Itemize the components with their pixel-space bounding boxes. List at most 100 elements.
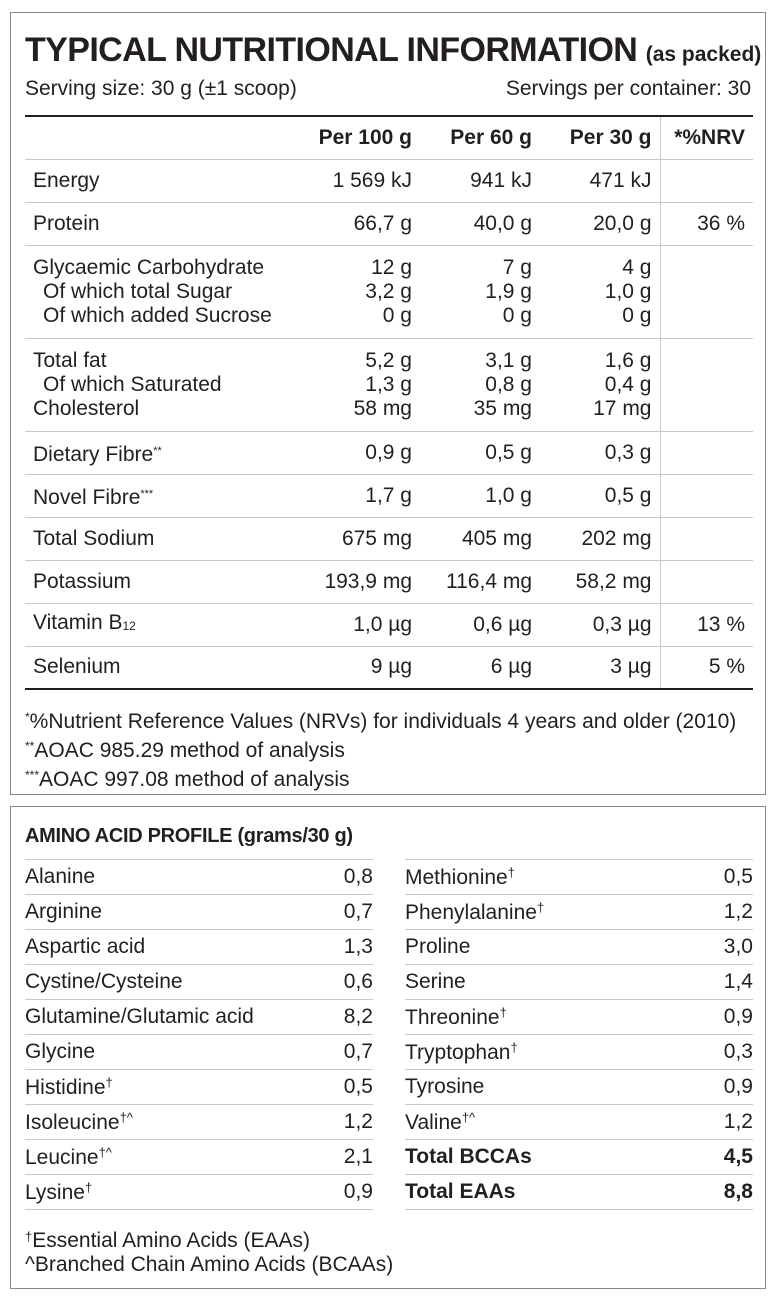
amino-acid-row: Phenylalanine† 1,2 [405, 894, 753, 929]
row-novel-fibre: Novel Fibre*** 1,7 g 1,0 g 0,5 g [25, 474, 753, 517]
value-nrv [660, 159, 753, 202]
amino-acid-value: 4,5 [723, 1145, 753, 1168]
value: 1,0 g [604, 279, 652, 303]
amino-acid-value: 0,8 [343, 865, 373, 888]
row-selenium: Selenium 9 µg 6 µg 3 µg 5 % [25, 646, 753, 689]
header-per-100g: Per 100 g [295, 115, 420, 160]
value-per-30g: 4 g 1,0 g 0 g [540, 245, 661, 338]
amino-acid-name: Arginine [25, 900, 103, 923]
amino-acid-row: Isoleucine†^ 1,2 [25, 1104, 373, 1139]
amino-acid-row: Glycine 0,7 [25, 1034, 373, 1069]
nutrient-sublabel: Of which Saturated [43, 372, 222, 396]
row-sodium: Total Sodium 675 mg 405 mg 202 mg [25, 517, 753, 560]
value-per-60g: 3,1 g 0,8 g 35 mg [420, 338, 540, 431]
amino-acid-value: 1,2 [723, 900, 753, 923]
servings-per-container: Servings per container: 30 [505, 77, 751, 100]
amino-acid-name-cell: Tryptophan† [405, 1040, 518, 1065]
row-vitamin-b12: Vitamin B12 1,0 µg 0,6 µg 0,3 µg 13 % [25, 603, 753, 646]
value: 58 mg [353, 396, 412, 420]
amino-acid-panel: AMINO ACID PROFILE (grams/30 g) Alanine 0… [10, 806, 766, 1289]
nutrient-sublabel: Of which total Sugar [43, 279, 233, 303]
value: 3,1 g [485, 348, 532, 372]
value-per-30g: 0,3 g [540, 431, 661, 474]
amino-acid-value: 0,9 [723, 1075, 753, 1098]
amino-acid-row: Tyrosine 0,9 [405, 1069, 753, 1104]
footnote-marker: ** [153, 444, 162, 457]
amino-acid-name-cell: Valine†^ [405, 1110, 475, 1135]
value-per-100g: 12 g 3,2 g 0 g [295, 245, 420, 338]
header-nutrient [25, 115, 295, 160]
amino-acid-row: Serine 1,4 [405, 964, 753, 999]
amino-acid-name-cell: Proline [405, 935, 470, 959]
amino-acid-name-cell: Glutamine/Glutamic acid [25, 1005, 254, 1029]
value: 0,4 g [604, 372, 652, 396]
value-per-100g: 675 mg [341, 526, 412, 550]
note-text: ^Branched Chain Amino Acids (BCAAs) [25, 1253, 394, 1276]
nutrient-label-cell: Dietary Fibre** [25, 431, 295, 474]
amino-acid-marker: † [510, 1039, 518, 1055]
note-text: Essential Amino Acids (EAAs) [32, 1229, 311, 1252]
amino-acid-row: Threonine† 0,9 [405, 999, 753, 1034]
value-per-100g: 9 µg [370, 655, 412, 679]
amino-acid-value: 0,5 [343, 1075, 373, 1098]
value-per-60g: 0,6 µg [473, 612, 532, 636]
row-carbohydrate: Glycaemic Carbohydrate Of which total Su… [25, 245, 753, 338]
row-dietary-fibre: Dietary Fibre** 0,9 g 0,5 g 0,3 g [25, 431, 753, 474]
value-per-60g: 1,0 g [485, 483, 532, 507]
nutrient-label: Protein [33, 211, 100, 235]
footnote-marker: *** [25, 768, 40, 782]
amino-acid-value: 1,2 [343, 1110, 373, 1133]
amino-acid-row: Total BCCAs 4,5 [405, 1139, 753, 1174]
value-per-100g: 5,2 g 1,3 g 58 mg [295, 338, 420, 431]
header-per-30g: Per 30 g [540, 115, 661, 160]
amino-acid-name-cell: Aspartic acid [25, 935, 145, 959]
nutrition-header-row: Per 100 g Per 60 g Per 30 g *%NRV [25, 115, 753, 160]
nutrient-label: Total fat [33, 348, 107, 372]
amino-acid-marker: † [105, 1074, 113, 1090]
amino-acid-name-cell: Methionine† [405, 865, 515, 890]
value: 7 g [502, 255, 532, 279]
amino-acid-name-cell: Phenylalanine† [405, 900, 544, 925]
value-per-60g: 941 kJ [470, 168, 532, 192]
amino-acid-name-cell: Threonine† [405, 1005, 507, 1030]
amino-acid-row: Lysine† 0,9 [25, 1174, 373, 1210]
value-nrv: 36 % [697, 211, 745, 235]
amino-acid-row: Total EAAs 8,8 [405, 1174, 753, 1210]
amino-acid-row: Histidine† 0,5 [25, 1069, 373, 1104]
nutrient-label-group: Total fat Of which Saturated Cholesterol [25, 338, 295, 431]
amino-acid-row: Methionine† 0,5 [405, 859, 753, 894]
value: 5,2 g [365, 348, 412, 372]
nutrient-label: Novel Fibre [33, 485, 141, 509]
serving-size: Serving size: 30 g (±1 scoop) [25, 77, 297, 100]
value-per-60g: 7 g 1,9 g 0 g [420, 245, 540, 338]
nutrient-label-cell: Novel Fibre*** [25, 474, 295, 517]
value: 1,9 g [485, 279, 532, 303]
amino-acid-name: Total BCCAs [405, 1145, 532, 1168]
footnote-text: %Nutrient Reference Values (NRVs) for in… [29, 710, 737, 733]
nutrient-label: Glycaemic Carbohydrate [33, 255, 265, 279]
amino-note: †Essential Amino Acids (EAAs) [25, 1225, 393, 1253]
value-per-30g: 471 kJ [540, 159, 661, 202]
amino-acid-marker: †^ [461, 1109, 476, 1125]
row-energy: Energy 1 569 kJ 941 kJ 471 kJ [25, 159, 753, 202]
amino-acid-name-cell: Histidine† [25, 1075, 113, 1100]
amino-acid-name: Lysine [25, 1180, 85, 1204]
amino-acid-marker: †^ [98, 1144, 112, 1160]
nutrient-label: Cholesterol [33, 396, 140, 420]
footnote-text: AOAC 985.29 method of analysis [34, 739, 345, 762]
row-fat: Total fat Of which Saturated Cholesterol… [25, 338, 753, 431]
nutrient-label: Dietary Fibre [33, 442, 154, 466]
value-nrv [660, 560, 753, 603]
nutrient-label-cell: Vitamin B12 [25, 603, 295, 646]
amino-acid-row: Aspartic acid 1,3 [25, 929, 373, 964]
value-per-30g: 58,2 mg [540, 560, 661, 603]
amino-acid-value: 3,0 [723, 935, 753, 958]
nutrient-label: Vitamin B [33, 611, 123, 634]
value-per-100g: 1 569 kJ [332, 168, 412, 192]
footnote: ***AOAC 997.08 method of analysis [25, 763, 736, 792]
header-nrv: *%NRV [660, 115, 753, 160]
amino-acid-marker: †^ [119, 1109, 133, 1125]
amino-acid-name: Aspartic acid [25, 935, 146, 958]
amino-acid-name: Total EAAs [405, 1180, 516, 1203]
value-per-60g: 40,0 g [473, 211, 532, 235]
